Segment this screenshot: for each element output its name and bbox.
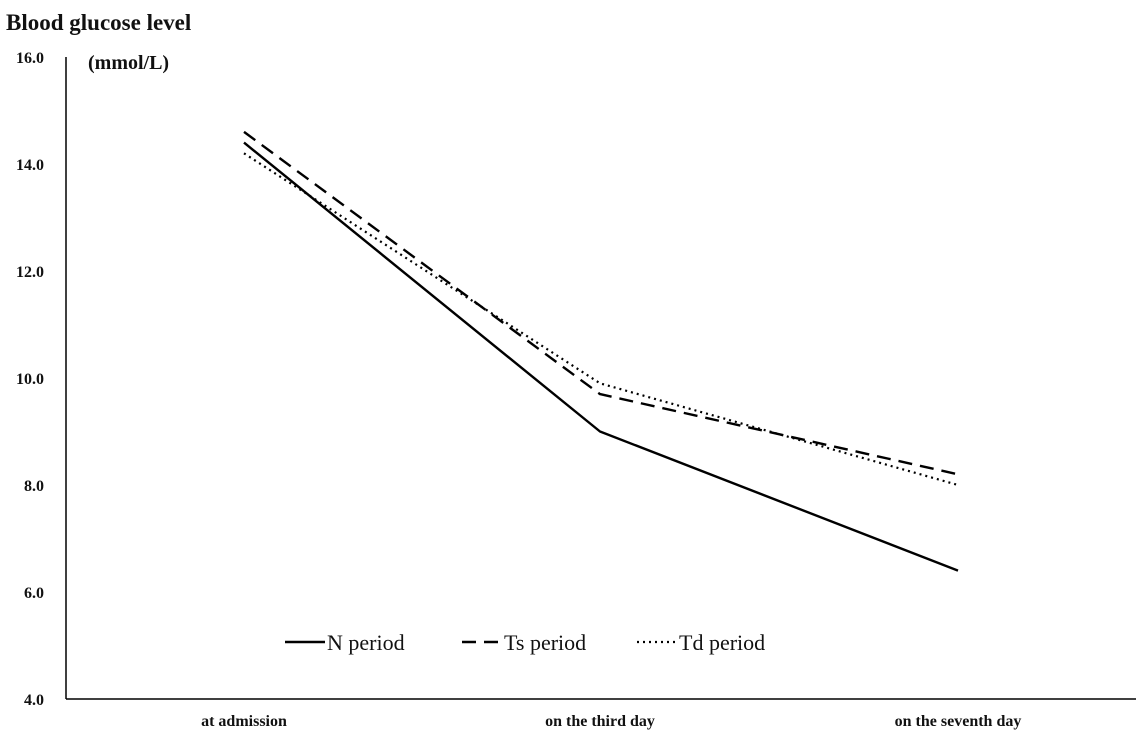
y-tick-label: 16.0 bbox=[16, 50, 44, 67]
x-tick-label: on the seventh day bbox=[895, 713, 1022, 730]
series-lines bbox=[243, 130, 959, 572]
y-axis-unit: (mmol/L) bbox=[88, 52, 169, 74]
legend-label: Td period bbox=[679, 630, 765, 655]
legend-label: N period bbox=[327, 630, 405, 655]
x-tick-label: at admission bbox=[201, 713, 287, 730]
y-tick-label: 10.0 bbox=[16, 371, 44, 388]
series-line-2 bbox=[243, 130, 959, 476]
series-line-1 bbox=[243, 141, 959, 572]
y-tick-label: 12.0 bbox=[16, 264, 44, 281]
series-line-3 bbox=[243, 152, 959, 487]
x-tick-label: on the third day bbox=[545, 713, 655, 730]
y-tick-label: 8.0 bbox=[24, 478, 44, 495]
y-tick-label: 6.0 bbox=[24, 585, 44, 602]
chart-title: Blood glucose level bbox=[6, 10, 191, 35]
x-axis-ticks: at admission on the third day on the seven… bbox=[201, 713, 1021, 730]
legend-label: Ts period bbox=[504, 630, 586, 655]
y-axis-ticks: 4.0 6.0 8.0 10.0 12.0 14.0 16.0 bbox=[16, 50, 44, 709]
y-tick-label: 14.0 bbox=[16, 157, 44, 174]
legend: N period Ts period Td period bbox=[285, 630, 765, 655]
y-tick-label: 4.0 bbox=[24, 692, 44, 709]
